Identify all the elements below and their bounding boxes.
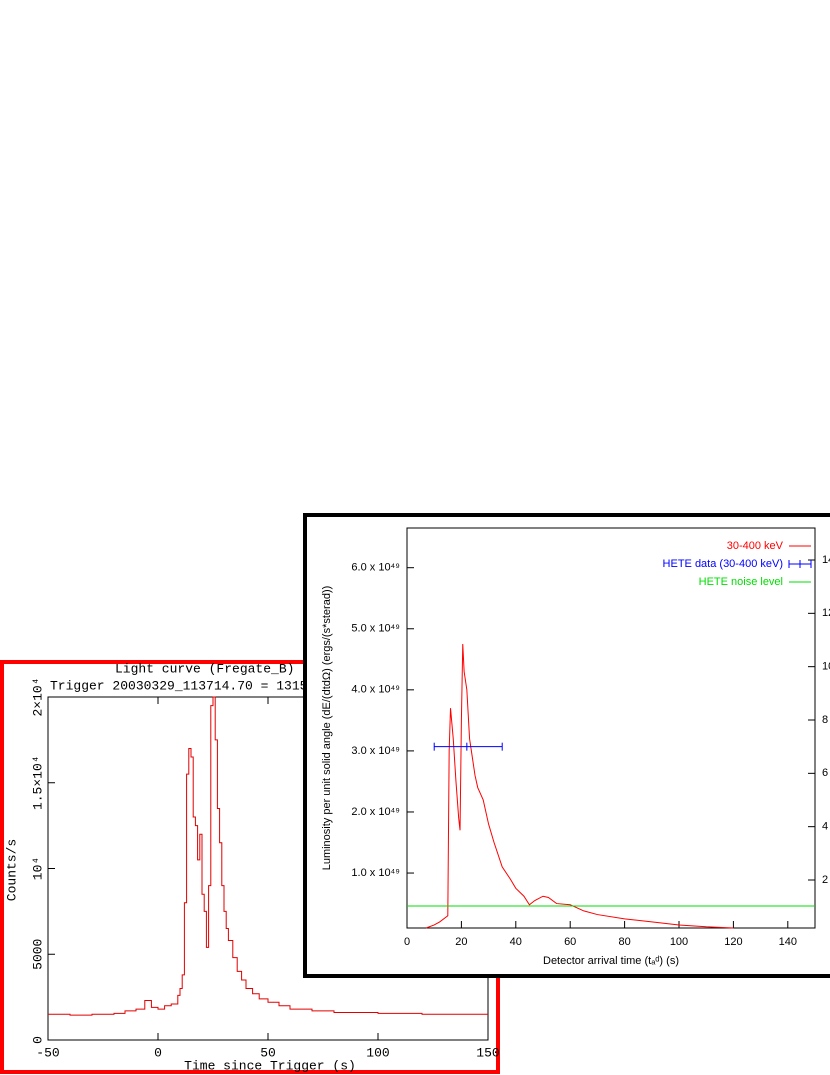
chart-title: Light curve (Fregate_B) tha	[115, 661, 326, 676]
chart: Detector arrival time (tₐᵈ) (s) Luminosit…	[303, 513, 830, 978]
plot-area	[406, 527, 816, 929]
x-tick-label: 40	[510, 936, 522, 948]
y-tick-label: 2×10⁴	[30, 677, 45, 716]
y-tick-label: 5000	[30, 939, 45, 970]
y-tick-label: 10⁴	[30, 857, 45, 880]
x-tick-label: 60	[564, 936, 576, 948]
chart-frame	[303, 513, 830, 978]
chart-subtitle: Trigger 20030329_113714.70 = 1315	[50, 678, 307, 693]
y2-tick-label: 2	[822, 874, 828, 886]
x-axis-label: Detector arrival time (tₐᵈ) (s)	[543, 955, 679, 967]
data-line	[48, 696, 488, 1016]
y-axis-label: Luminosity per unit solid angle (dE/(dtd…	[321, 586, 333, 871]
data-line	[425, 644, 734, 929]
y-tick-label: 1.0 x 10⁴⁹	[351, 867, 400, 879]
x-tick-label: -50	[36, 1045, 59, 1060]
legend-label: 30-400 keV	[727, 540, 784, 552]
x-tick-label: 150	[476, 1045, 499, 1060]
x-tick-label: 20	[455, 936, 467, 948]
y-tick-label: 6.0 x 10⁴⁹	[351, 562, 400, 574]
y2-tick-label: 6	[822, 767, 828, 779]
y-axis-label: Counts/s	[4, 839, 19, 901]
x-tick-label: 120	[724, 936, 742, 948]
y-tick-label: 3.0 x 10⁴⁹	[351, 745, 400, 757]
x-tick-label: 80	[618, 936, 630, 948]
x-tick-label: 100	[670, 936, 688, 948]
x-axis-label: Time since Trigger (s)	[184, 1058, 356, 1073]
y2-tick-label: 14	[822, 554, 830, 566]
x-tick-label: 140	[779, 936, 797, 948]
legend-label: HETE data (30-400 keV)	[663, 558, 783, 570]
y2-tick-label: 8	[822, 714, 828, 726]
x-tick-label: 100	[366, 1045, 389, 1060]
y2-tick-label: 12	[822, 607, 830, 619]
y-tick-label: 4.0 x 10⁴⁹	[351, 684, 400, 696]
y-tick-label: 1.5×10⁴	[30, 755, 45, 810]
y2-tick-label: 4	[822, 821, 828, 833]
y-tick-label: 5.0 x 10⁴⁹	[351, 623, 400, 635]
y-tick-label: 2.0 x 10⁴⁹	[351, 806, 400, 818]
x-tick-label: 50	[260, 1045, 276, 1060]
y2-tick-label: 10	[822, 661, 830, 673]
legend-label: HETE noise level	[699, 576, 783, 588]
y-tick-label: 0	[30, 1036, 45, 1044]
x-tick-label: 0	[154, 1045, 162, 1060]
x-tick-label: 0	[404, 936, 410, 948]
